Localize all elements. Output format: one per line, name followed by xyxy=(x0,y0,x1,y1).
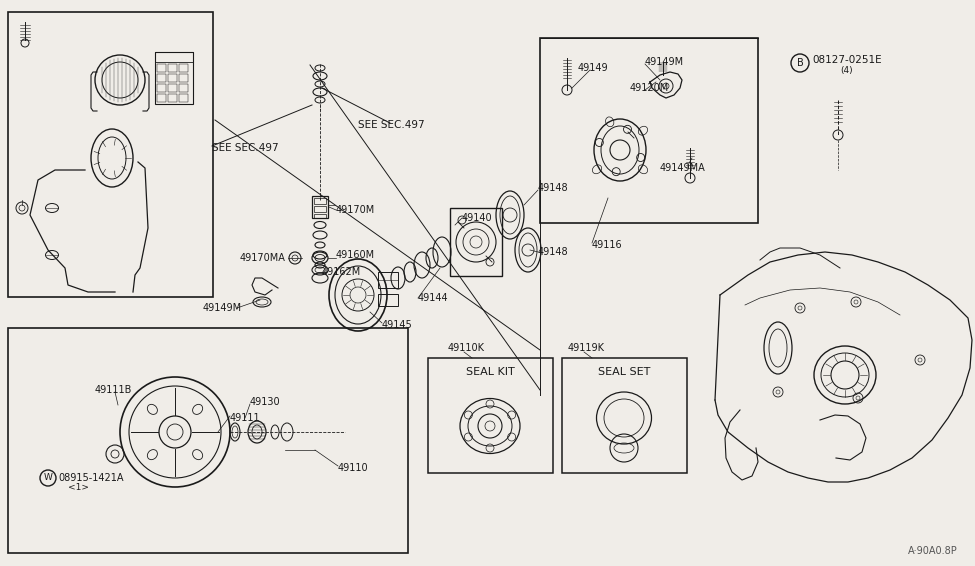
Bar xyxy=(168,84,177,92)
Text: SEAL KIT: SEAL KIT xyxy=(466,367,515,377)
Text: 49148: 49148 xyxy=(538,247,568,257)
Text: 49149M: 49149M xyxy=(645,57,684,67)
Bar xyxy=(8,12,213,297)
Text: B: B xyxy=(797,58,803,68)
Bar xyxy=(157,94,166,102)
Bar xyxy=(562,358,687,473)
Text: 49144: 49144 xyxy=(418,293,448,303)
Text: 49111B: 49111B xyxy=(95,385,133,395)
Text: 49170MA: 49170MA xyxy=(240,253,286,263)
Bar xyxy=(179,84,188,92)
Bar xyxy=(314,214,326,218)
Text: SEAL SET: SEAL SET xyxy=(598,367,650,377)
Text: 08915-1421A: 08915-1421A xyxy=(58,473,124,483)
Bar xyxy=(168,94,177,102)
Text: 49162M: 49162M xyxy=(322,267,362,277)
Bar xyxy=(314,198,326,204)
Bar xyxy=(157,84,166,92)
Bar xyxy=(428,358,553,473)
Text: 49160M: 49160M xyxy=(336,250,375,260)
Bar xyxy=(155,52,193,104)
Text: W: W xyxy=(44,474,53,482)
Text: (4): (4) xyxy=(840,66,852,75)
Text: 49140: 49140 xyxy=(462,213,492,223)
Text: 49110: 49110 xyxy=(338,463,369,473)
Text: 49149MA: 49149MA xyxy=(660,163,706,173)
Bar xyxy=(157,64,166,72)
Text: 49120M: 49120M xyxy=(630,83,669,93)
Bar xyxy=(179,94,188,102)
Text: 49149M: 49149M xyxy=(203,303,242,313)
Bar xyxy=(157,74,166,82)
Text: 49119K: 49119K xyxy=(568,343,605,353)
Bar xyxy=(378,294,398,306)
Text: 49111: 49111 xyxy=(230,413,260,423)
Bar xyxy=(540,38,758,223)
Text: 49116: 49116 xyxy=(592,240,623,250)
Bar xyxy=(378,272,398,288)
Bar xyxy=(450,208,502,276)
Bar xyxy=(314,206,326,212)
Bar xyxy=(312,196,328,218)
Text: SEE SEC.497: SEE SEC.497 xyxy=(358,120,425,130)
Text: 49149: 49149 xyxy=(578,63,608,73)
Bar xyxy=(168,64,177,72)
Text: 49145: 49145 xyxy=(382,320,412,330)
Text: 08127-0251E: 08127-0251E xyxy=(812,55,881,65)
Bar xyxy=(179,64,188,72)
Text: SEE SEC.497: SEE SEC.497 xyxy=(212,143,279,153)
Text: 49170M: 49170M xyxy=(336,205,375,215)
Text: A·90A0.8P: A·90A0.8P xyxy=(908,546,957,556)
Text: 49148: 49148 xyxy=(538,183,568,193)
Text: 49130: 49130 xyxy=(250,397,281,407)
Bar xyxy=(179,74,188,82)
Bar xyxy=(8,328,408,553)
Bar xyxy=(168,74,177,82)
Bar xyxy=(155,52,193,62)
Text: 49110K: 49110K xyxy=(448,343,485,353)
Text: <1>: <1> xyxy=(68,483,89,492)
